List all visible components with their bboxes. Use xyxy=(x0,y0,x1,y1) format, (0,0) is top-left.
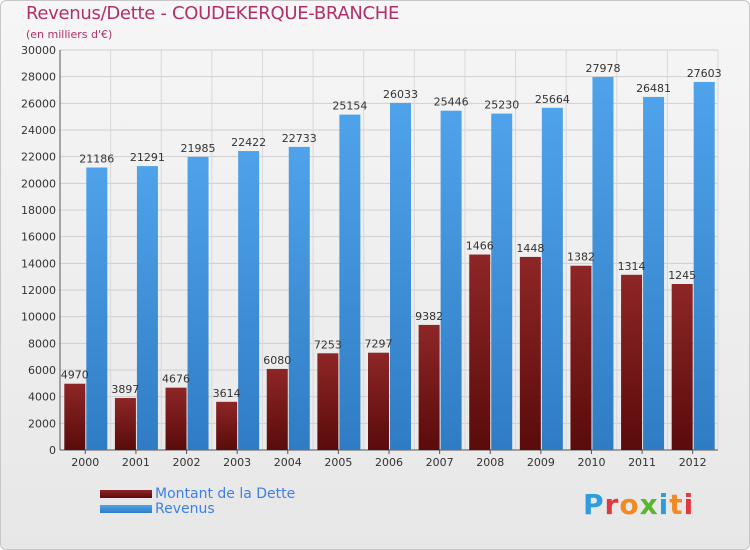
logo-letter: i xyxy=(683,488,695,521)
data-label-revenue: 26481 xyxy=(636,82,671,95)
bar-debt xyxy=(418,324,440,450)
data-label-debt: 1448 xyxy=(516,242,544,255)
data-label-revenue: 26033 xyxy=(383,88,418,101)
chart-title: Revenus/Dette - COUDEKERQUE-BRANCHE xyxy=(26,3,400,24)
bar-revenue xyxy=(491,113,513,450)
bar-debt xyxy=(519,256,541,450)
data-label-debt: 1245 xyxy=(668,269,696,282)
bar-revenue xyxy=(390,102,411,450)
bar-debt xyxy=(64,383,86,450)
bar-revenue xyxy=(288,146,310,451)
data-label-revenue: 21291 xyxy=(130,151,165,164)
data-label-debt: 1314 xyxy=(618,260,646,273)
bar-debt xyxy=(266,368,288,450)
x-tick-label: 2001 xyxy=(122,456,150,469)
y-tick-label: 6000 xyxy=(28,364,56,377)
y-tick-label: 28000 xyxy=(21,71,56,84)
legend-label-debt: Montant de la Dette xyxy=(155,486,296,502)
x-tick-label: 2008 xyxy=(476,456,504,469)
bar-debt xyxy=(317,353,339,450)
bar-revenue xyxy=(592,76,614,451)
data-label-revenue: 27603 xyxy=(687,67,722,80)
data-label-revenue: 21186 xyxy=(79,153,114,166)
x-tick-label: 2011 xyxy=(628,456,656,469)
logo-letter: o xyxy=(619,488,640,521)
y-tick-label: 2000 xyxy=(28,417,56,430)
bar-revenue xyxy=(643,96,665,451)
data-label-revenue: 21985 xyxy=(181,142,216,155)
legend-swatch-debt xyxy=(100,490,152,498)
data-label-debt: 3897 xyxy=(111,383,139,396)
y-tick-label: 26000 xyxy=(21,97,56,110)
data-label-debt: 4970 xyxy=(61,369,89,382)
data-label-revenue: 25230 xyxy=(484,99,519,112)
data-label-revenue: 25664 xyxy=(535,93,570,106)
legend-swatch-revenue xyxy=(100,505,152,513)
bar-revenue xyxy=(440,110,462,450)
bar-debt xyxy=(570,265,592,450)
bar-debt xyxy=(216,401,238,450)
x-tick-label: 2005 xyxy=(324,456,352,469)
x-tick-label: 2000 xyxy=(71,456,99,469)
data-label-revenue: 25446 xyxy=(434,96,469,109)
bar-debt xyxy=(671,284,693,450)
y-tick-label: 0 xyxy=(49,444,56,457)
data-label-debt: 7253 xyxy=(314,338,342,351)
logo-letter: r xyxy=(604,488,620,521)
x-tick-label: 2007 xyxy=(426,456,454,469)
bar-revenue xyxy=(86,167,108,450)
data-label-debt: 6080 xyxy=(263,354,291,367)
logo-letter: i xyxy=(658,488,670,521)
bar-debt xyxy=(165,387,187,450)
logo-letter: x xyxy=(639,488,659,521)
data-label-revenue: 25154 xyxy=(332,100,367,113)
y-tick-label: 4000 xyxy=(28,391,56,404)
x-tick-label: 2004 xyxy=(274,456,302,469)
data-label-revenue: 22733 xyxy=(282,132,317,145)
bar-revenue xyxy=(238,151,260,451)
y-tick-label: 24000 xyxy=(21,124,56,137)
data-label-debt: 1466 xyxy=(466,240,494,253)
proxiti-logo: Proxiti xyxy=(583,488,694,521)
bar-revenue xyxy=(693,81,715,451)
y-tick-label: 16000 xyxy=(21,231,56,244)
y-tick-label: 18000 xyxy=(21,204,56,217)
chart-subtitle: (en milliers d'€) xyxy=(26,28,113,41)
y-tick-label: 10000 xyxy=(21,311,56,324)
bar-revenue xyxy=(187,156,209,450)
logo-letter: P xyxy=(583,488,605,521)
x-tick-label: 2002 xyxy=(173,456,201,469)
bar-debt xyxy=(469,254,491,450)
bar-revenue xyxy=(339,114,361,450)
bar-debt xyxy=(368,352,389,450)
bar-revenue xyxy=(136,166,158,450)
y-tick-label: 30000 xyxy=(21,44,56,57)
y-tick-label: 8000 xyxy=(28,337,56,350)
logo-letter: t xyxy=(669,488,684,521)
data-label-debt: 9382 xyxy=(415,310,443,323)
x-tick-label: 2012 xyxy=(679,456,707,469)
y-tick-label: 14000 xyxy=(21,257,56,270)
x-tick-label: 2010 xyxy=(577,456,605,469)
data-label-debt: 4676 xyxy=(162,373,190,386)
legend-label-revenue: Revenus xyxy=(155,501,215,517)
data-label-debt: 3614 xyxy=(213,387,241,400)
x-tick-label: 2003 xyxy=(223,456,251,469)
data-label-revenue: 27978 xyxy=(585,62,620,75)
data-label-revenue: 22422 xyxy=(231,136,266,149)
data-label-debt: 7297 xyxy=(365,338,393,351)
x-tick-label: 2006 xyxy=(375,456,403,469)
bar-revenue xyxy=(541,107,563,451)
data-label-debt: 1382 xyxy=(567,251,595,264)
bar-debt xyxy=(114,398,136,450)
y-tick-label: 22000 xyxy=(21,151,56,164)
y-tick-label: 20000 xyxy=(21,177,56,190)
y-tick-label: 12000 xyxy=(21,284,56,297)
bar-debt xyxy=(621,274,643,450)
x-tick-label: 2009 xyxy=(527,456,555,469)
